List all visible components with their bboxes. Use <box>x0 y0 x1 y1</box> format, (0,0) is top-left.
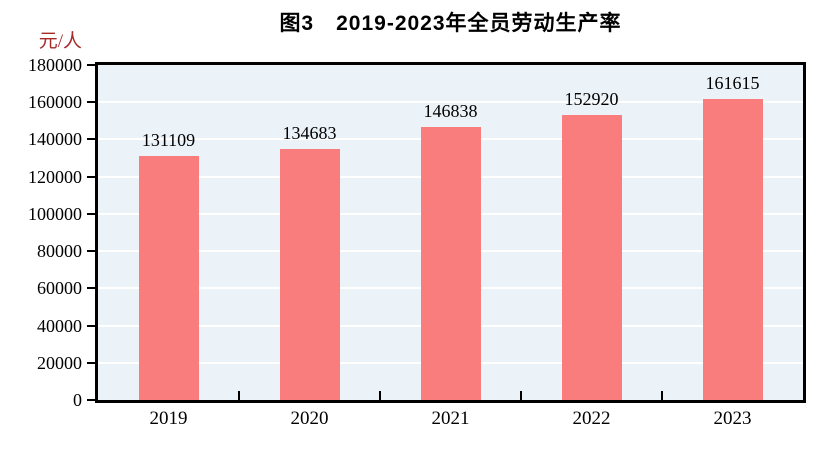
y-axis-tick-labels: 0 20000 40000 60000 80000 100000 120000 140000 1… <box>0 55 82 410</box>
y-tick-mark <box>87 138 98 141</box>
bar-value-label: 131109 <box>141 129 196 150</box>
y-tick-label: 140000 <box>28 129 82 150</box>
x-tick-label: 2021 <box>431 408 470 429</box>
y-tick-label: 40000 <box>37 315 82 336</box>
y-tick-label: 60000 <box>37 278 82 299</box>
gridline <box>98 101 803 104</box>
bar-2023 <box>702 99 763 400</box>
bar-2022 <box>561 115 622 400</box>
y-tick-mark <box>87 287 98 290</box>
y-tick-label: 180000 <box>28 55 82 75</box>
plot-area: 131109 134683 146838 152920 161615 <box>87 62 806 403</box>
y-tick-label: 80000 <box>37 241 82 262</box>
y-tick-mark <box>87 101 98 104</box>
y-tick-mark <box>87 64 98 66</box>
y-tick-label: 120000 <box>28 166 82 187</box>
bar-value-label: 134683 <box>282 123 337 144</box>
y-tick-label: 160000 <box>28 92 82 113</box>
x-tick-label: 2020 <box>290 408 329 429</box>
y-tick-label: 100000 <box>28 203 82 224</box>
x-tick-mark <box>661 391 663 400</box>
x-tick-mark <box>238 391 240 400</box>
y-tick-mark <box>87 361 98 364</box>
x-tick-label: 2022 <box>572 408 611 429</box>
bar-2020 <box>279 149 340 400</box>
y-tick-label: 20000 <box>37 352 82 373</box>
chart-title: 图3 2019-2023年全员劳动生产率 <box>279 12 622 35</box>
x-axis-tick-labels: 2019 2020 2021 2022 2023 <box>98 408 803 432</box>
bar-value-label: 146838 <box>423 100 478 121</box>
bar-value-label: 161615 <box>705 73 760 94</box>
x-tick-mark <box>379 391 381 400</box>
y-tick-mark <box>87 399 98 401</box>
y-tick-label: 0 <box>73 390 82 410</box>
y-tick-mark <box>87 250 98 253</box>
x-tick-mark <box>520 391 522 400</box>
y-axis-unit-label: 元/人 <box>38 31 82 52</box>
y-tick-mark <box>87 324 98 327</box>
x-tick-label: 2019 <box>149 408 188 429</box>
y-tick-mark <box>87 175 98 178</box>
x-tick-label: 2023 <box>713 408 752 429</box>
y-tick-mark <box>87 212 98 215</box>
bar-value-label: 152920 <box>564 89 619 110</box>
bar-2021 <box>420 126 481 400</box>
bar-2019 <box>138 156 199 400</box>
